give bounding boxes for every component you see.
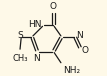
Text: HN: HN <box>28 20 41 29</box>
Text: O: O <box>82 46 89 55</box>
Text: N: N <box>76 31 83 40</box>
Text: N: N <box>33 54 39 63</box>
Text: O: O <box>50 2 57 11</box>
Text: NH₂: NH₂ <box>64 66 81 75</box>
Text: S: S <box>17 31 23 40</box>
Text: CH₃: CH₃ <box>12 54 28 63</box>
